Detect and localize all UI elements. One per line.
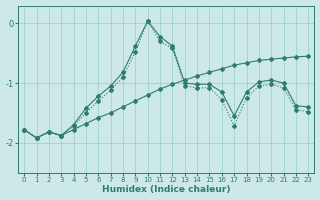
X-axis label: Humidex (Indice chaleur): Humidex (Indice chaleur) <box>102 185 230 194</box>
